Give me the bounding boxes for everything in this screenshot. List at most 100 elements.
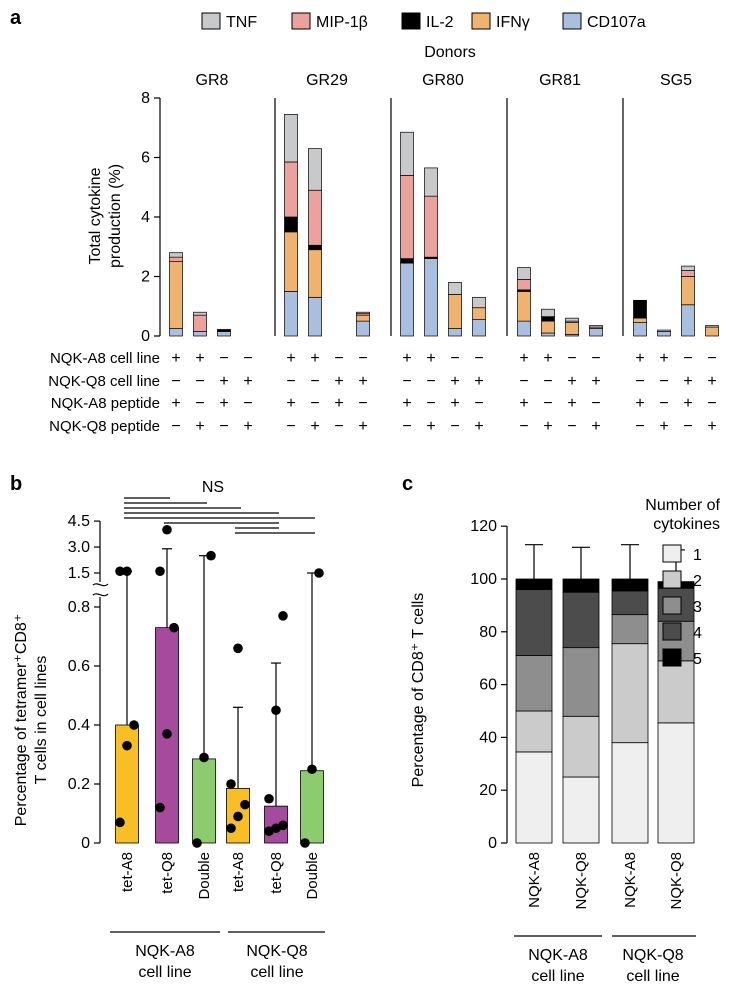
donor-label-GR29: GR29 — [306, 72, 348, 89]
legend-label-tnf: TNF — [226, 14, 257, 31]
legend-swatch-mip — [291, 12, 311, 30]
y-tick-label: 2 — [141, 269, 150, 286]
bar-seg-0-5 — [515, 578, 553, 590]
panel-c-x-labels: NQK-A8 NQK-Q8 NQK-A8 NQK-Q8 — [526, 852, 685, 910]
sign: − — [334, 350, 343, 367]
y-tick-label: 0.6 — [68, 658, 90, 675]
bar-seg-2-2 — [611, 643, 649, 744]
bar-seg-GR29-1-tnf — [308, 148, 322, 191]
bar-seg-GR29-1-ifng — [308, 249, 322, 298]
bar-seg-GR80-2-tnf — [448, 282, 462, 295]
y-tick-label: 40 — [479, 729, 497, 746]
sign: − — [474, 350, 483, 367]
data-point — [122, 740, 132, 751]
panel-a-ylabel-line2: production (%) — [107, 164, 124, 268]
panel-c-y-axis: 0 20 40 60 80 100 120 — [470, 518, 508, 852]
bar-seg-GR81-1-cd107a — [541, 332, 555, 337]
ns-annotation: NS — [202, 479, 224, 496]
bar-seg-GR29-0-cd107a — [284, 291, 298, 337]
data-point — [278, 611, 288, 621]
sign: + — [683, 373, 692, 390]
x-label-Double: Double — [196, 852, 213, 900]
bar-seg-GR80-0-il2 — [400, 258, 414, 264]
sign: + — [286, 350, 295, 367]
sign: + — [707, 373, 716, 390]
sign: + — [567, 395, 576, 412]
group-label-line1: NQK-Q8 — [246, 943, 307, 960]
sign: − — [450, 418, 459, 435]
bar-seg-SG5-1-cd107a — [657, 331, 671, 337]
condition-signs: + + − − + + − − + + − − + + − − + + − −− − + + − − + + − − + + − − + + − − + +… — [171, 350, 716, 435]
data-point — [226, 823, 236, 834]
sign: − — [219, 350, 228, 367]
bar-seg-2-4 — [611, 590, 649, 616]
bar-seg-GR80-0-tnf — [400, 131, 414, 176]
sign: + — [474, 373, 483, 390]
y-tick-label: 80 — [479, 624, 497, 641]
bar-seg-1-3 — [562, 647, 600, 717]
data-point — [307, 764, 317, 775]
y-tick-label: 20 — [479, 782, 497, 799]
bar-seg-GR8-0-mip — [169, 256, 183, 262]
data-point — [162, 524, 172, 535]
data-point — [162, 729, 172, 739]
legend-title-line2: cytokines — [653, 516, 720, 533]
donor-label-GR8: GR8 — [196, 72, 229, 89]
legend-swatch-3 — [662, 596, 682, 615]
y-tick-label: 6 — [141, 150, 150, 167]
sign: + — [195, 350, 204, 367]
data-point — [233, 643, 243, 654]
bar-seg-2-5 — [611, 578, 649, 592]
sign: + — [659, 418, 668, 435]
bar-seg-GR29-1-il2 — [308, 244, 322, 251]
bar-seg-GR29-0-ifng — [284, 231, 298, 292]
sign: − — [310, 395, 319, 412]
legend-label-ifng: IFNγ — [496, 14, 530, 31]
bar-seg-GR80-1-cd107a — [424, 258, 438, 337]
sign: − — [286, 418, 295, 435]
data-point — [199, 752, 209, 763]
x-label-tet-Q8: tet-Q8 — [159, 852, 176, 894]
bar-seg-SG5-2-mip — [681, 270, 695, 277]
y-tick-label-upper: 4.5 — [68, 513, 90, 530]
data-point — [264, 793, 274, 804]
legend-swatch-cd107a — [562, 12, 582, 30]
panel-b-x-labels: tet-A8 tet-Q8 Double tet-A8 tet-Q8 Double — [119, 852, 321, 900]
bar-seg-SG5-2-cd107a — [681, 304, 695, 337]
legend-label-2: 2 — [693, 573, 702, 590]
sign: − — [310, 373, 319, 390]
legend-title-line1: Number of — [645, 497, 720, 514]
legend-swatch-1 — [662, 544, 682, 563]
legend-label-il2: IL-2 — [426, 14, 454, 31]
condition-label: NQK-Q8 cell line — [48, 373, 160, 390]
sign: + — [519, 395, 528, 412]
legend-swatch-il2 — [401, 12, 421, 30]
data-point — [278, 820, 288, 831]
legend-label-mip: MIP-1β — [316, 14, 368, 31]
panel-a-y-axis: 0 2 4 6 8 — [141, 90, 161, 345]
donor-label-SG5: SG5 — [660, 72, 692, 89]
sign: + — [358, 418, 367, 435]
bar-seg-GR8-1-mip — [193, 314, 207, 332]
bar-Double — [300, 770, 324, 844]
sign: + — [243, 373, 252, 390]
legend-swatch-4 — [662, 622, 682, 641]
legend-label-5: 5 — [693, 651, 702, 668]
sign: + — [310, 418, 319, 435]
sign: − — [171, 373, 180, 390]
sign: + — [310, 350, 319, 367]
panel-c-chart: Percentage of CD8⁺ T cells 0 20 40 60 80 100 1… — [410, 497, 721, 985]
bar-seg-GR81-0-cd107a — [517, 320, 531, 337]
sign: − — [543, 395, 552, 412]
bar-seg-GR29-3-tnf — [356, 311, 370, 315]
bar-seg-GR29-0-mip — [284, 161, 298, 218]
panel-b-bars — [115, 548, 324, 844]
sign: + — [591, 418, 600, 435]
condition-labels: NQK-A8 cell line NQK-Q8 cell line NQK-A8 p… — [48, 350, 160, 435]
sign: − — [635, 373, 644, 390]
bar-seg-GR81-0-tnf — [517, 267, 531, 280]
significance-lines — [124, 497, 315, 534]
sign: − — [474, 395, 483, 412]
sign: + — [635, 395, 644, 412]
